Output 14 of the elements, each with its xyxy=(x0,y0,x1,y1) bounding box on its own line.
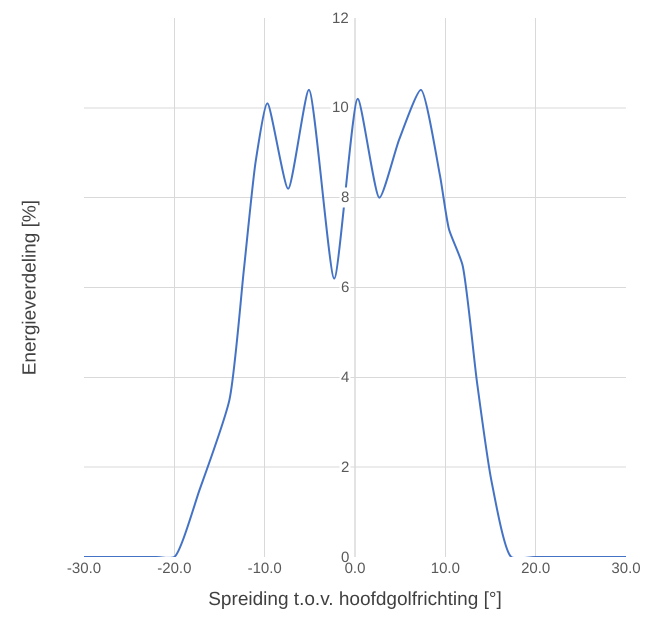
y-tick-label: 2 xyxy=(341,459,350,476)
x-tick-label: -10.0 xyxy=(248,560,282,577)
x-axis-title: Spreiding t.o.v. hoofdgolfrichting [°] xyxy=(208,588,502,610)
x-tick-label: -20.0 xyxy=(157,560,192,577)
x-tick-label: 30.0 xyxy=(611,560,641,577)
y-tick-label: 8 xyxy=(341,189,350,206)
x-tick-label: 20.0 xyxy=(521,560,550,577)
x-tick-label: -30.0 xyxy=(66,560,102,577)
y-tick-label: 6 xyxy=(341,279,350,296)
y-tick-label: 4 xyxy=(341,369,350,386)
y-tick-label: 10 xyxy=(332,99,349,116)
x-tick-label: 10.0 xyxy=(430,560,460,577)
y-axis-title: Energieverdeling [%] xyxy=(19,200,40,376)
y-tick-label: 12 xyxy=(332,10,349,27)
